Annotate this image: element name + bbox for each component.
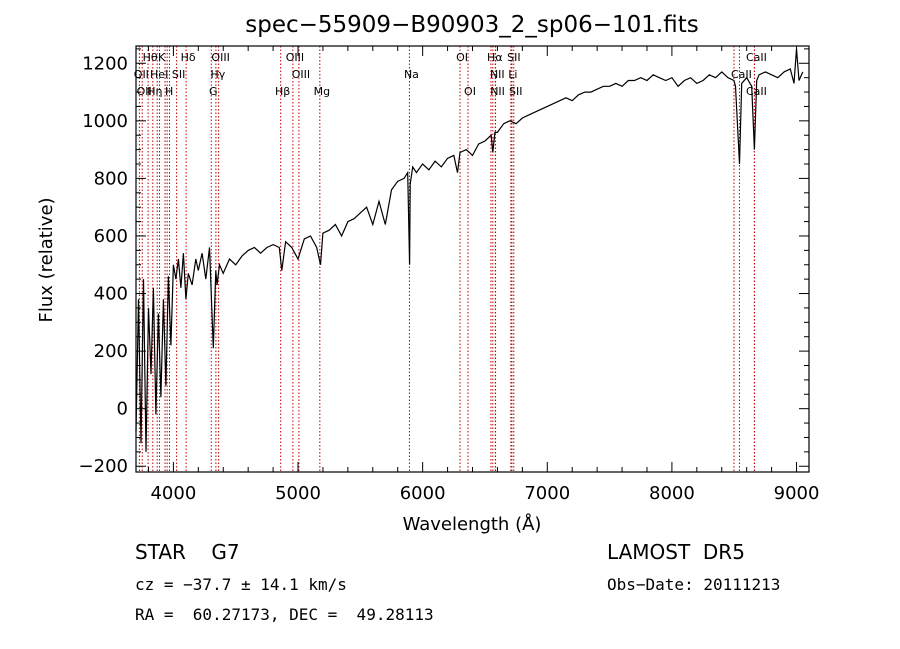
y-axis-label: Flux (relative) xyxy=(36,197,57,322)
x-tick-label: 6000 xyxy=(400,483,446,504)
line-label: Hη xyxy=(147,85,162,98)
line-label: Hγ xyxy=(210,68,225,81)
line-label: CaII xyxy=(731,68,752,81)
line-label: SII xyxy=(172,68,185,81)
y-tick-label: 400 xyxy=(94,284,128,305)
y-tick-label: 600 xyxy=(94,226,128,247)
line-label: SII xyxy=(509,85,522,98)
x-tick-label: 4000 xyxy=(150,483,196,504)
x-tick-label: 5000 xyxy=(275,483,321,504)
line-label: OIII xyxy=(292,68,310,81)
y-tick-label: −200 xyxy=(79,456,128,477)
line-label: OI xyxy=(464,85,476,98)
line-label: OII xyxy=(137,85,152,98)
chart-title: spec−55909−B90903_2_sp06−101.fits xyxy=(245,12,699,38)
line-label: K xyxy=(158,51,166,64)
coordinates: RA = 60.27173, DEC = 49.28113 xyxy=(135,605,434,624)
y-tick-label: 1000 xyxy=(82,111,128,132)
object-class: STAR G7 xyxy=(135,540,240,564)
emission-line-labels: OIIOIIHθHηHeIKHSIIHδGHγOIIIHβOIIIOIIIMgN… xyxy=(134,51,767,98)
x-axis-label: Wavelength (Å) xyxy=(403,513,542,535)
y-axis: −200 0 200 400 600 800 1000 1200 xyxy=(79,48,809,477)
line-label: NII xyxy=(490,85,505,98)
line-label: Na xyxy=(404,68,419,81)
line-label: Hθ xyxy=(143,51,158,64)
line-label: Hα xyxy=(487,51,503,64)
line-label: CaII xyxy=(746,51,767,64)
line-label: OI xyxy=(456,51,468,64)
line-label: OIII xyxy=(286,51,304,64)
x-tick-label: 8000 xyxy=(649,483,695,504)
survey-release: LAMOST DR5 xyxy=(607,540,745,564)
y-tick-label: 200 xyxy=(94,341,128,362)
spectrum-series-line xyxy=(135,48,804,452)
emission-line-markers xyxy=(138,46,755,472)
line-label: H xyxy=(165,85,173,98)
x-axis: 4000 5000 6000 7000 8000 9000 xyxy=(147,46,820,504)
line-label: G xyxy=(209,85,218,98)
line-label: Hβ xyxy=(275,85,290,98)
line-label: SII xyxy=(507,51,520,64)
x-tick-label: 7000 xyxy=(524,483,570,504)
observation-date: Obs−Date: 20111213 xyxy=(607,575,781,594)
line-label: Mg xyxy=(314,85,330,98)
plot-frame xyxy=(135,45,810,473)
line-label: Hδ xyxy=(181,51,196,64)
y-tick-label: 1200 xyxy=(82,53,128,74)
x-tick-label: 9000 xyxy=(774,483,820,504)
line-label: HeI xyxy=(150,68,168,81)
line-label: NII xyxy=(490,68,505,81)
line-label: Li xyxy=(508,68,517,81)
y-tick-label: 800 xyxy=(94,168,128,189)
line-label: OIII xyxy=(211,51,229,64)
y-tick-label: 0 xyxy=(117,399,128,420)
redshift-velocity: cz = −37.7 ± 14.1 km/s xyxy=(135,575,347,594)
